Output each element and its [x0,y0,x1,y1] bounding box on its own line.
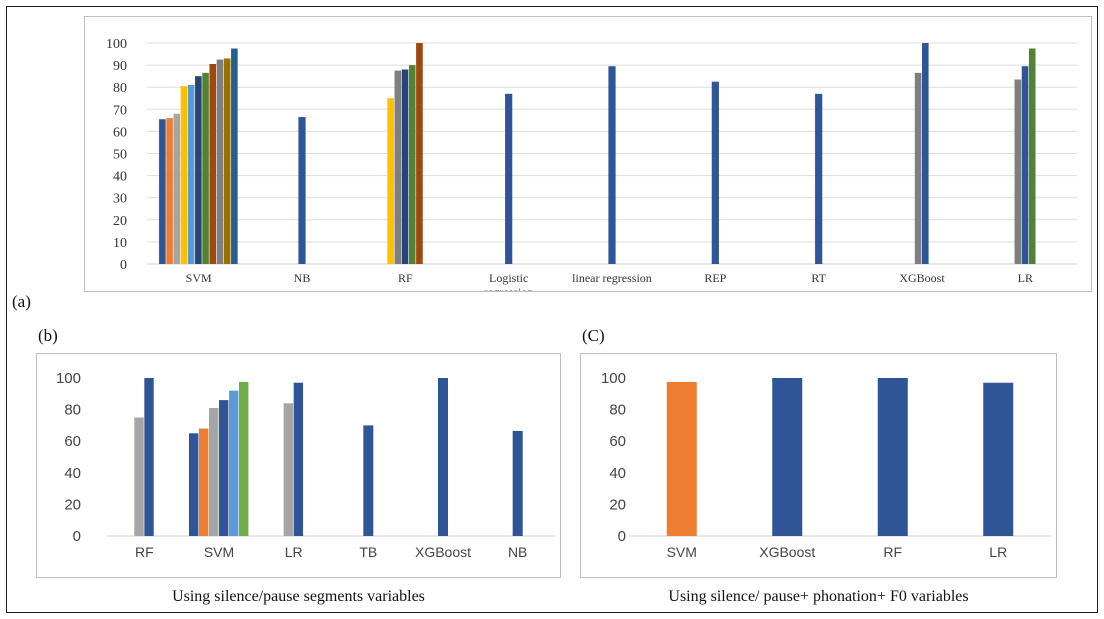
y-tick-label: 0 [73,528,81,545]
y-tick-label: 60 [609,433,626,450]
y-tick-label: 100 [56,370,81,387]
bar-b-lr-1 [293,382,304,536]
bar-a-svm-2 [173,113,181,264]
bar-a-svm-1 [166,118,173,264]
y-tick-label: 90 [113,59,127,74]
bar-a-svm-7 [209,63,217,265]
bar-a-linear-regression-0 [608,66,616,264]
bar-a-rf-1 [394,70,402,264]
y-tick-label: 20 [113,214,127,229]
y-tick-label: 70 [113,103,127,118]
chart-a-box: 0 10 20 30 40 50 60 70 80 90 100 SVM NB RF Logisticreg… [84,16,1092,299]
y-tick-label: 30 [113,192,127,207]
bar-b-svm-3 [219,400,229,536]
panel-label-c: (C) [582,326,605,345]
bar-b-lr-0 [283,403,294,536]
bar-b-svm-4 [229,390,239,536]
x-tick-label: NB [508,544,527,560]
y-tick-label: 40 [609,465,626,482]
bar-a-nb-0 [298,117,306,264]
x-tick-label: RF [883,544,902,560]
bar-a-logistic-regression-0 [505,93,513,264]
x-tick-label: linear regression [572,271,652,285]
bar-b-nb-0 [512,430,523,536]
x-tick-label: SVM [204,544,234,560]
bar-b-tb-0 [363,425,374,536]
bar-a-rf-3 [408,65,416,264]
y-tick-label: 20 [64,496,81,513]
bar-c-svm-0 [666,381,697,536]
bar-a-svm-0 [159,119,166,265]
y-tick-label: 100 [601,370,626,387]
y-tick-label: 60 [113,125,127,140]
bar-a-rf-2 [401,69,409,264]
bar-a-lr-2 [1028,48,1036,265]
bar-a-svm-10 [231,48,238,265]
x-tick-label: RF [135,544,154,560]
panel-label-a: (a) [12,292,31,311]
y-tick-label: 80 [64,402,81,419]
bar-c-xgboost-0 [772,378,803,536]
bar-b-svm-2 [209,408,219,536]
chart-a: 0 10 20 30 40 50 60 70 80 90 100 SVM NB RF Logisticreg… [106,37,1077,299]
bar-a-svm-5 [195,76,202,265]
x-tick-label: SVM [667,544,697,560]
x-tick-label: RF [398,271,413,285]
x-tick-label: LR [989,544,1007,560]
y-tick-label: 60 [64,433,81,450]
bar-b-svm-1 [199,428,209,536]
bar-a-rf-0 [387,98,394,264]
y-tick-label: 50 [113,148,127,163]
figure-frame [6,6,1098,613]
y-tick-label: 40 [64,465,81,482]
bar-c-rf-0 [877,378,908,536]
x-tick-label: XGBoost [759,544,815,560]
y-tick-label: 80 [609,402,626,419]
bar-a-svm-8 [216,59,224,265]
y-tick-label: 80 [113,81,127,96]
bar-a-xgboost-0 [914,72,922,265]
x-tick-label: Logisticregression [484,271,533,291]
chart-b-box: 0 20 40 60 80 100 RF SVM LR TB XGBoost NB [36,353,561,578]
y-tick-label: 100 [106,37,127,52]
x-tick-label: LR [285,544,303,560]
y-tick-label: 10 [113,236,127,251]
chart-b: 0 20 40 60 80 100 RF SVM LR TB XGBoost NB [56,370,555,560]
bar-a-lr-1 [1021,66,1029,264]
bar-a-svm-6 [202,72,209,265]
x-tick-label: REP [704,271,726,285]
x-tick-label: SVM [186,271,212,285]
x-tick-label: TB [359,544,377,560]
bar-b-svm-5 [239,381,249,536]
panel-label-b: (b) [38,326,58,345]
bar-a-lr-0 [1014,79,1022,264]
y-tick-label: 0 [618,528,626,545]
bar-a-svm-9 [223,58,231,264]
x-tick-label: XGBoost [899,271,945,285]
chart-c: 0 20 40 60 80 100 SVM XGBoost RF LR [601,370,1051,560]
y-tick-label: 40 [113,170,127,185]
bar-a-rep-0 [711,81,719,264]
y-tick-label: 20 [609,496,626,513]
bar-b-xgboost-0 [438,378,448,536]
bar-a-xgboost-1 [922,43,929,264]
bar-c-lr-0 [983,382,1014,536]
x-tick-label: LR [1018,271,1033,285]
x-tick-label: RT [811,271,826,285]
caption-b: Using silence/pause segments variables [172,588,425,605]
caption-c: Using silence/ pause+ phonation+ F0 vari… [668,588,969,605]
bar-a-svm-3 [180,86,188,264]
bar-b-rf-0 [134,417,144,536]
x-tick-label: NB [294,271,311,285]
x-tick-label: XGBoost [415,544,471,560]
bar-b-rf-1 [144,378,154,536]
bar-b-svm-0 [189,433,199,536]
bar-a-rf-4 [416,43,423,264]
bar-a-rt-0 [815,93,823,264]
bar-a-svm-4 [187,84,195,265]
chart-c-box: 0 20 40 60 80 100 SVM XGBoost RF LR [580,353,1057,578]
y-tick-label: 0 [120,258,127,273]
